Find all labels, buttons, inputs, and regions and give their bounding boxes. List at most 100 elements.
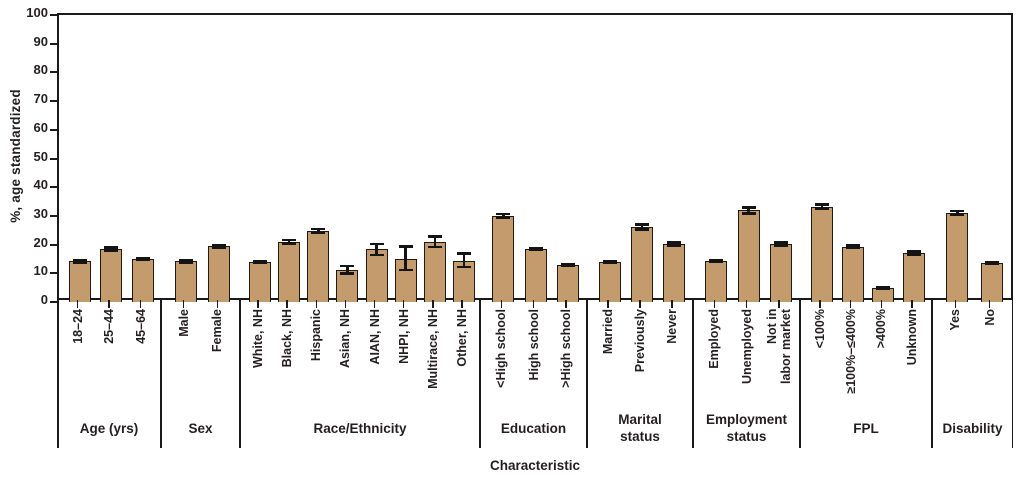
category-label: Other, NH (454, 309, 469, 367)
x-tick (988, 300, 991, 308)
y-tick (50, 243, 57, 246)
error-bar-cap-top (950, 209, 965, 213)
x-tick (639, 300, 641, 308)
bar-group (802, 15, 934, 302)
error-bar-cap-bottom (369, 253, 384, 257)
label-area-border (57, 300, 59, 448)
bar-slot (769, 15, 792, 302)
bar-slot (631, 15, 653, 302)
error-bar-cap-top (212, 243, 227, 247)
x-tick (671, 300, 673, 308)
x-tick (849, 300, 852, 308)
error-bar-cap-top (135, 256, 150, 260)
category-label: Previously (633, 309, 647, 373)
x-tick (373, 300, 376, 308)
bar-slot (336, 15, 359, 302)
error-bar-cap-top (984, 260, 999, 264)
category-label: <High school (494, 309, 509, 388)
category-label: 25–44 (102, 309, 116, 344)
error-bar-cap-bottom (876, 287, 891, 290)
bar-slot (365, 15, 388, 302)
bar (100, 248, 122, 302)
error-bar-cap-top (253, 260, 268, 263)
bar-slot (737, 15, 760, 302)
bar-group (242, 15, 482, 302)
label-area-border (1011, 300, 1013, 448)
x-tick (911, 300, 913, 308)
error-bar-cap-bottom (984, 262, 999, 266)
error-bar-cap-bottom (603, 261, 617, 265)
x-tick (139, 300, 142, 308)
group-divider (692, 300, 694, 448)
bar-slot (452, 15, 475, 302)
bar (278, 241, 301, 302)
error-bar-stem (109, 247, 113, 251)
error-bar-stem (78, 259, 81, 263)
error-bar-cap-top (814, 203, 829, 206)
error-bar-cap-bottom (950, 213, 965, 217)
x-tick (402, 300, 405, 308)
category-label: Multirace, NH (425, 309, 440, 389)
group-divider (479, 300, 481, 448)
bar-slot (68, 15, 91, 302)
bar-slot (394, 15, 417, 302)
x-tick (565, 300, 567, 308)
bar (631, 227, 653, 302)
y-tick-label: 10 (33, 263, 48, 279)
error-bar-stem (317, 228, 320, 233)
x-tick (108, 300, 110, 308)
bar-slot (705, 15, 728, 302)
error-bar-cap-bottom (496, 216, 511, 219)
bar (769, 244, 792, 302)
error-bar-cap-top (709, 258, 724, 262)
error-bar-stem (912, 251, 916, 255)
y-tick (50, 14, 57, 16)
bar (68, 261, 91, 302)
bar (980, 262, 1003, 302)
group-label: Disability (942, 420, 1003, 436)
category-label: Unknown (905, 309, 920, 366)
x-tick (286, 300, 288, 308)
error-bar-stem (502, 214, 505, 218)
bar (737, 210, 760, 302)
bar (492, 215, 515, 302)
x-tick (216, 300, 219, 308)
category-label: >400% (874, 309, 889, 349)
error-bar-cap-bottom (741, 212, 756, 215)
bar (131, 258, 154, 302)
bar-slot (423, 15, 446, 302)
error-bar-cap-bottom (340, 272, 355, 275)
bar-slot (872, 15, 895, 302)
y-tick (50, 128, 57, 131)
bar-group (589, 15, 695, 302)
y-tick (50, 71, 57, 74)
error-bar-cap-bottom (709, 260, 724, 264)
error-bar-cap-top (104, 246, 118, 249)
error-bar-cap-top (773, 241, 788, 244)
error-bar-cap-bottom (178, 261, 193, 264)
x-tick (532, 300, 535, 308)
y-tick-label: 60 (33, 119, 48, 135)
error-bar-cap-top (340, 264, 355, 268)
x-tick (745, 300, 748, 308)
category-label: Male (176, 309, 191, 337)
y-tick (50, 42, 57, 45)
group-label: Race/Ethnicity (313, 420, 407, 436)
x-tick (607, 300, 609, 308)
bar (524, 248, 547, 302)
bar (307, 230, 330, 302)
error-bar-cap-top (178, 258, 193, 262)
group-divider (799, 300, 801, 448)
x-tick (500, 300, 502, 308)
x-tick (432, 300, 434, 308)
error-bar-cap-bottom (427, 245, 442, 249)
group-divider (586, 300, 588, 448)
bar (599, 262, 621, 302)
error-bar-cap-top (845, 244, 860, 247)
bar (946, 213, 969, 302)
error-bar-stem (404, 246, 407, 270)
bar-slot (980, 15, 1003, 302)
error-bar-cap-top (311, 227, 326, 231)
bar (705, 260, 728, 302)
